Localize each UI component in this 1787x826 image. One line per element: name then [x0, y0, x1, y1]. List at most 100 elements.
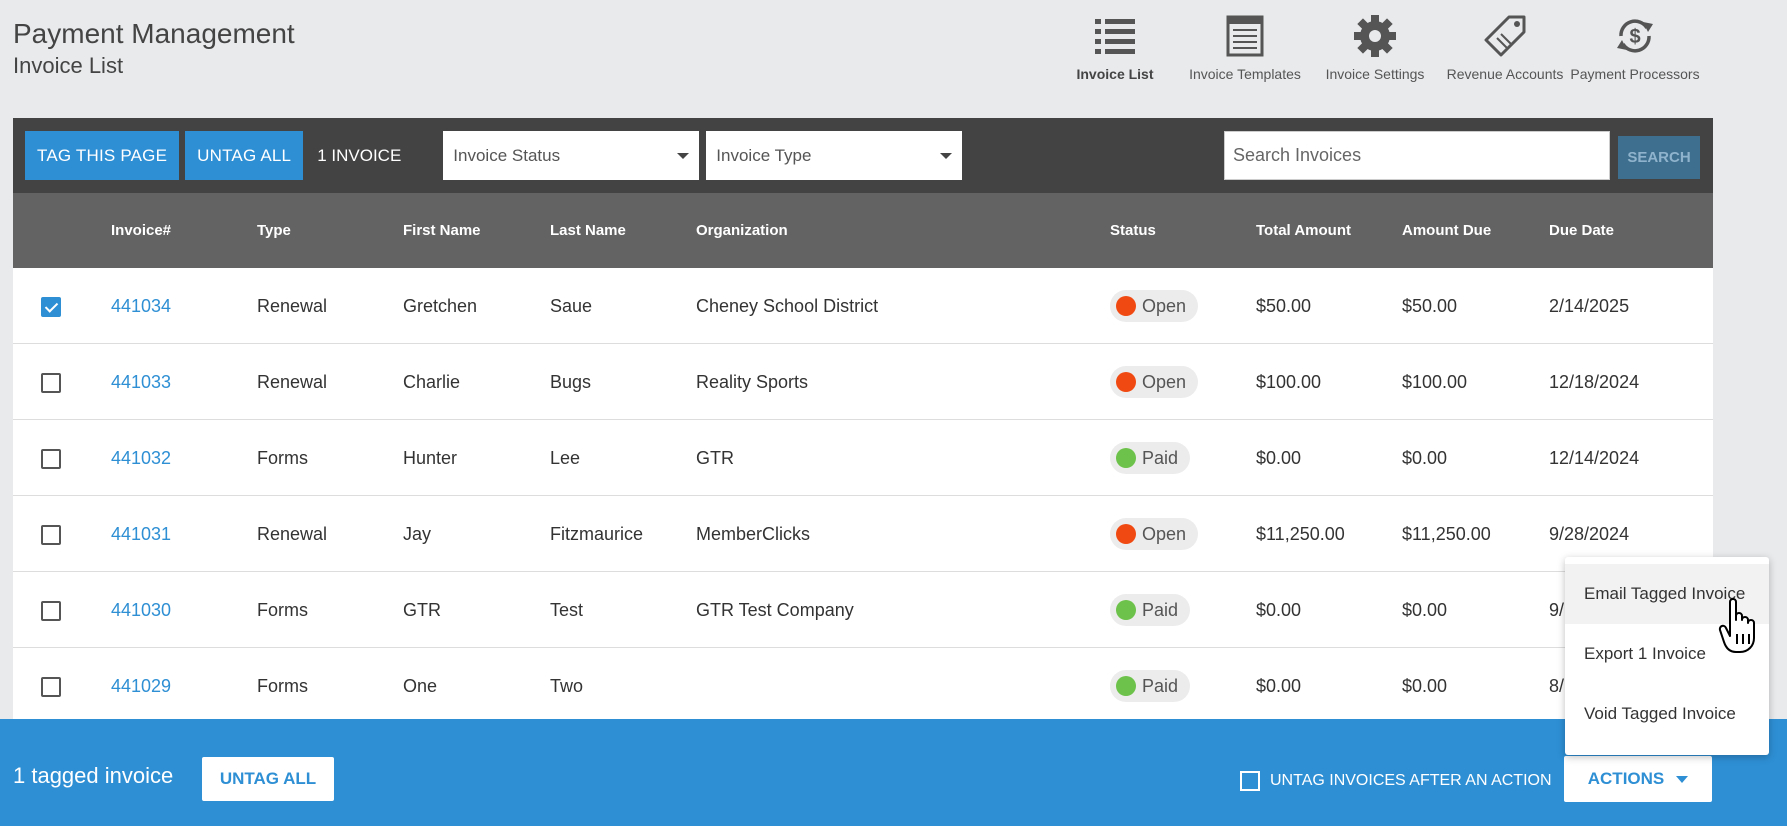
list-icon	[1095, 19, 1135, 54]
table-row[interactable]: 441033 Renewal Charlie Bugs Reality Sports Op…	[13, 344, 1713, 420]
column-header[interactable]: Due Date	[1549, 222, 1615, 239]
invoice-status-select[interactable]: Invoice Status	[443, 131, 700, 180]
first-name: GTR	[403, 600, 441, 620]
status-text: Paid	[1142, 675, 1179, 696]
template-icon	[1226, 15, 1264, 57]
table-row[interactable]: 441032 Forms Hunter Lee GTR Paid $0.00 $0.00 12/…	[13, 420, 1713, 496]
nav-invoice-list[interactable]: Invoice List	[1050, 14, 1180, 82]
organization: Cheney School District	[696, 296, 879, 316]
invoice-number-link[interactable]: 441033	[111, 372, 172, 392]
tag-icon	[1484, 15, 1526, 57]
organization: GTR Test Company	[696, 600, 854, 620]
due-date: 12/18/2024	[1549, 372, 1640, 392]
invoice-number-link[interactable]: 441032	[111, 448, 172, 468]
column-header[interactable]: Invoice#	[111, 222, 172, 239]
total-amount: $50.00	[1256, 296, 1312, 316]
top-navigation: Invoice List Invoice Templates	[1050, 14, 1700, 82]
checkbox[interactable]	[1240, 771, 1260, 791]
checkbox-label: UNTAG INVOICES AFTER AN ACTION	[1270, 772, 1552, 789]
caret-down-icon	[677, 152, 690, 159]
menu-item-email-tagged[interactable]: Email Tagged Invoice	[1565, 564, 1769, 624]
status-badge: Open	[1110, 518, 1199, 550]
due-date: 9/	[1549, 600, 1565, 620]
total-amount: $0.00	[1256, 676, 1302, 696]
table-body: 441034 Renewal Gretchen Saue Cheney School D…	[13, 268, 1713, 724]
organization: GTR	[696, 448, 734, 468]
row-checkbox[interactable]	[41, 297, 61, 317]
first-name: One	[403, 676, 438, 696]
column-header[interactable]: First Name	[403, 222, 481, 239]
column-header[interactable]: Type	[257, 222, 291, 239]
row-checkbox[interactable]	[41, 449, 61, 469]
status-dot-icon	[1116, 524, 1136, 544]
search-button[interactable]: SEARCH	[1618, 136, 1700, 179]
tagged-footer-bar: 1 tagged invoice UNTAG ALL UNTAG INVOICE…	[0, 719, 1787, 826]
status-dot-icon	[1116, 676, 1136, 696]
invoice-number-link[interactable]: 441034	[111, 296, 172, 316]
invoice-number-link[interactable]: 441031	[111, 524, 172, 544]
nav-revenue-accounts[interactable]: Revenue Accounts	[1440, 14, 1570, 82]
first-name: Charlie	[403, 372, 461, 392]
amount-due: $100.00	[1402, 372, 1468, 392]
tag-this-page-button[interactable]: TAG THIS PAGE	[25, 131, 180, 180]
total-amount: $0.00	[1256, 600, 1302, 620]
row-checkbox[interactable]	[41, 373, 61, 393]
invoice-number-link[interactable]: 441030	[111, 600, 172, 620]
status-badge: Paid	[1110, 442, 1191, 474]
page-title: Payment Management	[13, 18, 295, 49]
page-header: Payment Management Invoice List	[13, 16, 295, 80]
amount-due: $0.00	[1402, 448, 1448, 468]
column-header[interactable]: Last Name	[550, 222, 626, 239]
actions-button[interactable]: ACTIONS	[1564, 756, 1712, 802]
menu-item-void-tagged[interactable]: Void Tagged Invoice	[1584, 704, 1736, 723]
invoice-type: Forms	[257, 676, 308, 696]
select-value: Invoice Status	[453, 145, 561, 165]
total-amount: $11,250.00	[1256, 524, 1345, 544]
menu-item-export[interactable]: Export 1 Invoice	[1584, 644, 1706, 663]
column-header[interactable]: Status	[1110, 222, 1156, 239]
table-row[interactable]: 441029 Forms One Two Paid $0.00 $0.00 8/	[13, 648, 1713, 724]
status-dot-icon	[1116, 600, 1136, 620]
last-name: Bugs	[550, 372, 592, 392]
actions-menu: Email Tagged Invoice Export 1 Invoice Vo…	[1565, 557, 1769, 755]
status-text: Open	[1142, 371, 1187, 392]
search-input[interactable]	[1224, 131, 1610, 180]
status-text: Open	[1142, 295, 1187, 316]
invoice-type: Renewal	[257, 296, 328, 316]
table-row[interactable]: 441030 Forms GTR Test GTR Test Company Paid $0…	[13, 572, 1713, 648]
column-header[interactable]: Organization	[696, 222, 788, 239]
table-row[interactable]: 441034 Renewal Gretchen Saue Cheney School D…	[13, 268, 1713, 344]
invoice-type-select[interactable]: Invoice Type	[706, 131, 963, 180]
nav-payment-processors[interactable]: $ Payment Processors	[1570, 14, 1700, 82]
invoice-type: Renewal	[257, 372, 328, 392]
column-header[interactable]: Amount Due	[1402, 222, 1492, 239]
due-date: 8/	[1549, 676, 1565, 696]
first-name: Jay	[403, 524, 432, 544]
row-checkbox[interactable]	[41, 601, 61, 621]
row-checkbox[interactable]	[41, 525, 61, 545]
untag-after-action-checkbox[interactable]: UNTAG INVOICES AFTER AN ACTION	[1240, 771, 1552, 791]
amount-due: $50.00	[1402, 296, 1458, 316]
total-amount: $100.00	[1256, 372, 1322, 392]
last-name: Saue	[550, 296, 593, 316]
row-checkbox[interactable]	[41, 677, 61, 697]
nav-label: Payment Processors	[1570, 66, 1700, 82]
organization: Reality Sports	[696, 372, 809, 392]
first-name: Hunter	[403, 448, 458, 468]
status-badge: Paid	[1110, 670, 1191, 702]
column-header[interactable]: Total Amount	[1256, 222, 1351, 239]
footer-untag-all-button[interactable]: UNTAG ALL	[202, 757, 334, 801]
nav-invoice-templates[interactable]: Invoice Templates	[1180, 14, 1310, 82]
refresh-dollar-icon: $	[1617, 19, 1653, 53]
invoice-type: Renewal	[257, 524, 328, 544]
table-row[interactable]: 441031 Renewal Jay Fitzmaurice MemberClicks O…	[13, 496, 1713, 572]
status-dot-icon	[1116, 296, 1136, 316]
status-badge: Open	[1110, 290, 1199, 322]
untag-all-button[interactable]: UNTAG ALL	[185, 131, 304, 180]
nav-invoice-settings[interactable]: Invoice Settings	[1310, 14, 1440, 82]
status-text: Paid	[1142, 599, 1179, 620]
select-value: Invoice Type	[716, 145, 812, 165]
last-name: Test	[550, 600, 584, 620]
last-name: Lee	[550, 448, 581, 468]
invoice-number-link[interactable]: 441029	[111, 676, 172, 696]
